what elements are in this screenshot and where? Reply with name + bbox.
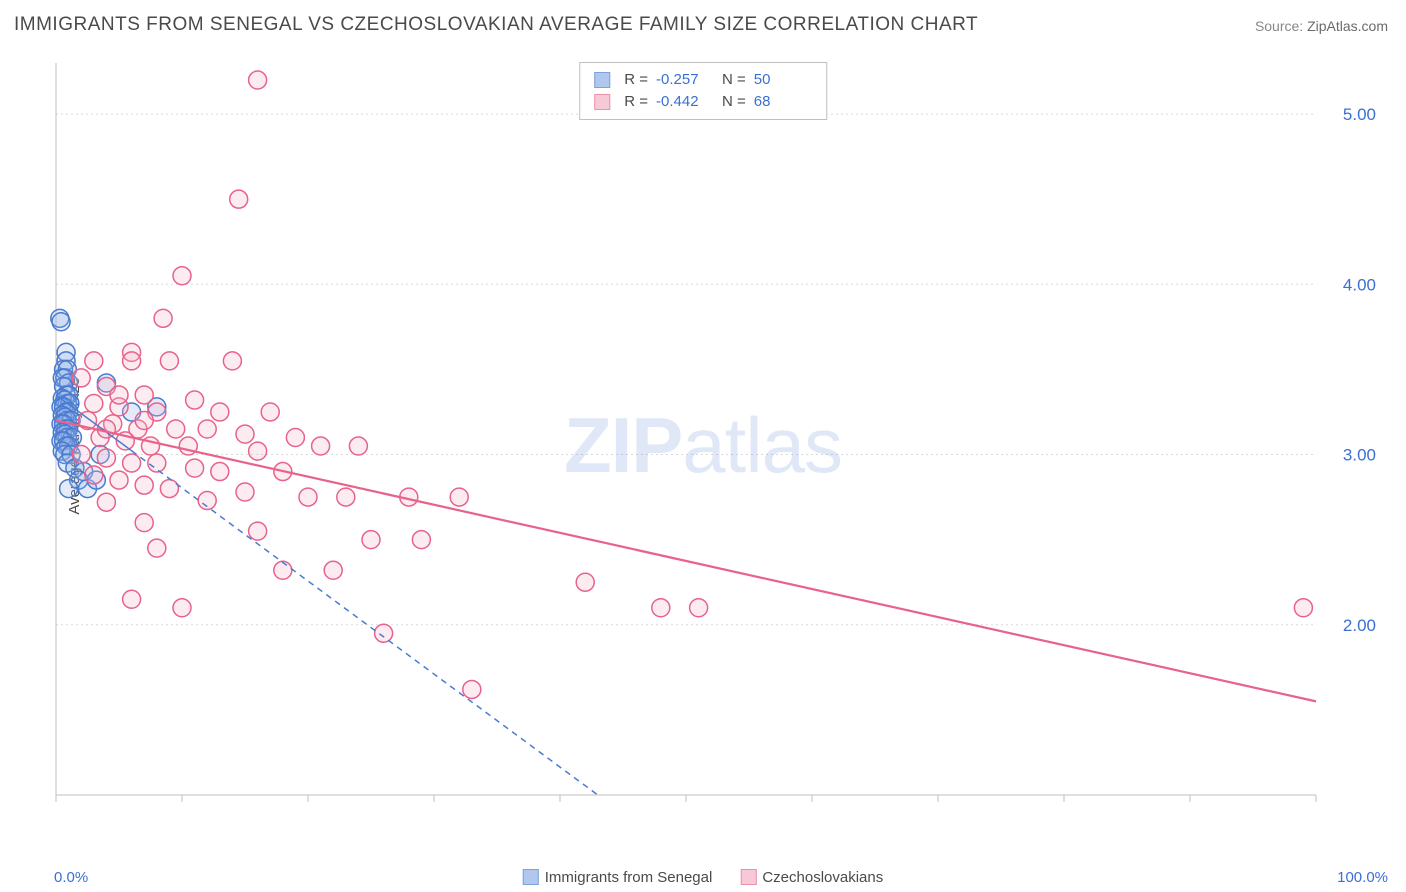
x-axis-max-label: 100.0% bbox=[1337, 869, 1388, 886]
source-credit: Source: ZipAtlas.com bbox=[1255, 18, 1388, 34]
legend-item: Czechoslovakians bbox=[740, 869, 883, 886]
legend-label: Immigrants from Senegal bbox=[545, 869, 713, 886]
chart-title: IMMIGRANTS FROM SENEGAL VS CZECHOSLOVAKI… bbox=[14, 14, 978, 36]
r-value: -0.257 bbox=[656, 69, 714, 91]
source-value: ZipAtlas.com bbox=[1307, 18, 1388, 34]
chart-svg: 2.00 3.00 4.00 5.00 bbox=[48, 55, 1388, 835]
legend-swatch bbox=[594, 72, 610, 88]
n-value: 50 bbox=[754, 69, 812, 91]
r-label: R = bbox=[624, 91, 648, 113]
legend-item: Immigrants from Senegal bbox=[523, 869, 713, 886]
n-label: N = bbox=[722, 91, 746, 113]
plot-area: 2.00 3.00 4.00 5.00 bbox=[48, 55, 1388, 835]
legend-swatch bbox=[594, 94, 610, 110]
n-label: N = bbox=[722, 69, 746, 91]
legend-swatch bbox=[740, 869, 756, 885]
svg-text:5.00: 5.00 bbox=[1343, 105, 1376, 124]
n-value: 68 bbox=[754, 91, 812, 113]
correlation-legend: R = -0.257 N = 50 R = -0.442 N = 68 bbox=[579, 62, 827, 120]
svg-text:3.00: 3.00 bbox=[1343, 446, 1376, 465]
legend-stat-row: R = -0.257 N = 50 bbox=[594, 69, 812, 91]
r-value: -0.442 bbox=[656, 91, 714, 113]
legend-label: Czechoslovakians bbox=[762, 869, 883, 886]
source-label: Source: bbox=[1255, 18, 1303, 34]
series-legend: Immigrants from Senegal Czechoslovakians bbox=[523, 869, 883, 886]
svg-text:2.00: 2.00 bbox=[1343, 616, 1376, 635]
r-label: R = bbox=[624, 69, 648, 91]
x-axis-min-label: 0.0% bbox=[54, 869, 88, 886]
legend-swatch bbox=[523, 869, 539, 885]
svg-text:4.00: 4.00 bbox=[1343, 275, 1376, 294]
legend-stat-row: R = -0.442 N = 68 bbox=[594, 91, 812, 113]
